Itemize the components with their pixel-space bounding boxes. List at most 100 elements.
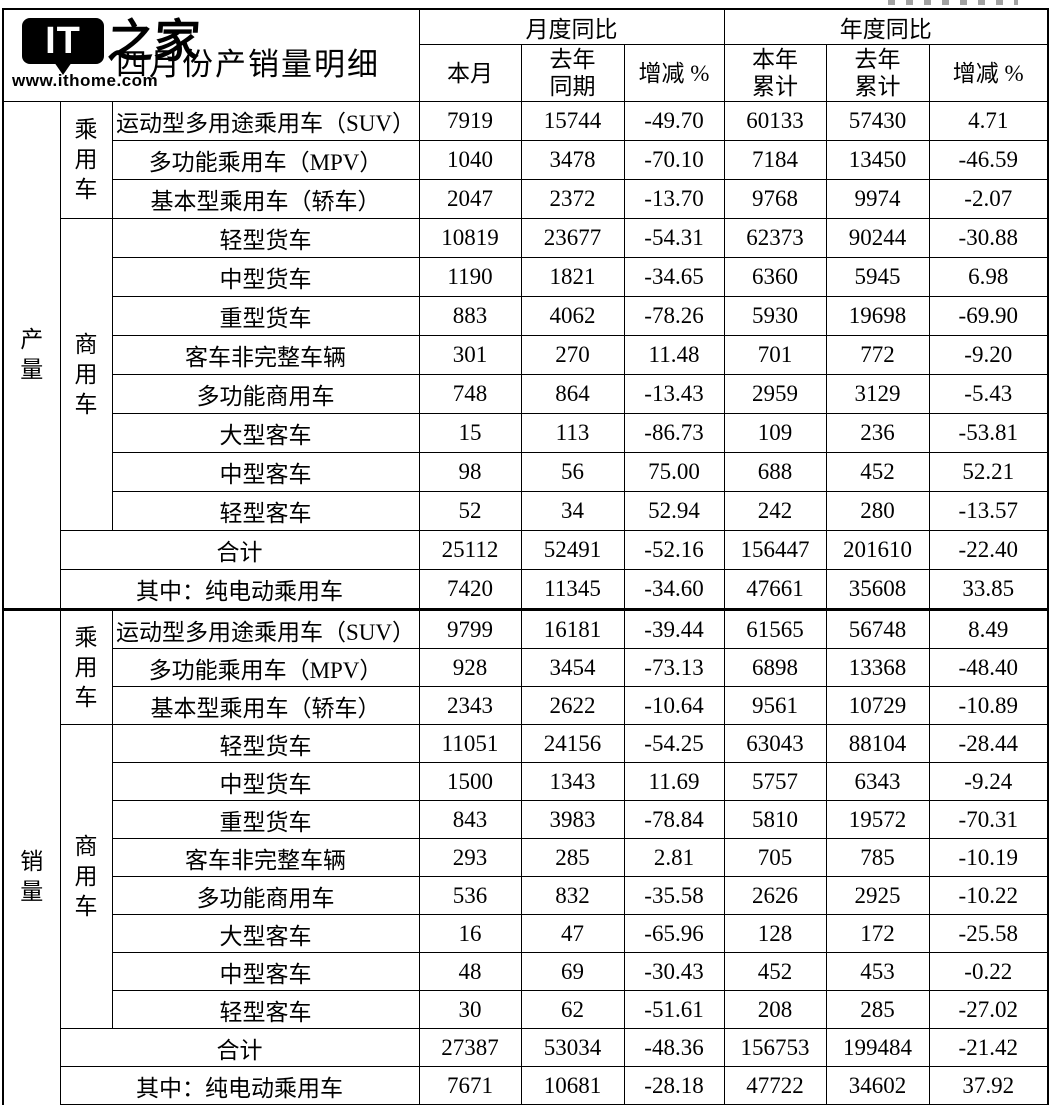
cell-value: 47661 [723,569,827,610]
cell-value: 236 [825,413,930,453]
cell-value: 52 [418,491,522,531]
cell-value: 1500 [418,762,522,801]
row-label: 轻型货车 [111,218,420,258]
table-row: 多功能商用车 748 864 -13.43 2959 3129 -5.43 [3,374,1049,414]
cell-value: 113 [520,413,625,453]
cell-value: -10.64 [623,686,725,725]
header-monthly-yoy: 月度同比 [418,8,725,45]
cell-value: 9561 [723,686,827,725]
cell-value: 25112 [418,530,522,570]
cell-value: -70.31 [928,800,1049,839]
cell-value: 7420 [418,569,522,610]
cell-value: -49.70 [623,101,725,141]
cell-value: 23677 [520,218,625,258]
cell-value: -39.44 [623,608,725,649]
cell-value: 2343 [418,686,522,725]
table-row: 中型货车 1500 1343 11.69 5757 6343 -9.24 [3,762,1049,801]
cell-value: 785 [825,838,930,877]
col-header-current-month: 本月 [418,44,522,102]
ev-subtotal-row: 其中：纯电动乘用车 7671 10681 -28.18 47722 34602 … [3,1066,1049,1105]
row-label: 轻型客车 [111,491,420,531]
row-label-ev: 其中：纯电动乘用车 [59,1066,420,1105]
section-label-sales: 销 量 [2,608,61,1105]
row-label: 客车非完整车辆 [111,335,420,375]
cell-value: 88104 [825,724,930,763]
row-label: 运动型多用途乘用车（SUV） [111,101,420,141]
cell-value: 63043 [723,724,827,763]
cell-value: 208 [723,990,827,1029]
cell-value: 5930 [723,296,827,336]
table-row: 商 用 车 轻型货车 11051 24156 -54.25 63043 8810… [3,724,1049,1029]
clipped-text-top-right [888,0,1018,5]
cell-value: 4.71 [928,101,1049,141]
cell-value: -10.22 [928,876,1049,915]
cell-value: 90244 [825,218,930,258]
ithome-logo-icon: IT [22,18,104,64]
row-label-total: 合计 [59,530,420,570]
row-label: 轻型客车 [111,990,420,1029]
cell-value: 2622 [520,686,625,725]
cell-value: 301 [418,335,522,375]
cell-value: 24156 [520,724,625,763]
cell-value: 883 [418,296,522,336]
row-label: 重型货车 [111,800,420,839]
cell-value: 7919 [418,101,522,141]
row-label: 大型客车 [111,413,420,453]
cell-value: 7184 [723,140,827,180]
cell-value: 27387 [418,1028,522,1067]
cell-value: 10729 [825,686,930,725]
table-row: 商 用 车 轻型货车 10819 23677 -54.31 62373 9024… [3,218,1049,531]
group-label-passenger: 乘 用 车 [59,608,113,725]
cell-value: -51.61 [623,990,725,1029]
row-label: 多功能乘用车（MPV） [111,648,420,687]
cell-value: 3454 [520,648,625,687]
row-label: 中型货车 [111,762,420,801]
col-header-last-year-period: 去年 同期 [520,44,625,102]
table-row: 客车非完整车辆 293 285 2.81 705 785 -10.19 [3,838,1049,877]
table-row: 中型货车 1190 1821 -34.65 6360 5945 6.98 [3,257,1049,297]
cell-value: -9.24 [928,762,1049,801]
cell-value: 48 [418,952,522,991]
cell-value: 15 [418,413,522,453]
cell-value: 56 [520,452,625,492]
cell-value: 2372 [520,179,625,219]
cell-value: -0.22 [928,952,1049,991]
ithome-logo-zhijia: 之家 [106,14,202,68]
cell-value: 62 [520,990,625,1029]
cell-value: 15744 [520,101,625,141]
cell-value: -70.10 [623,140,725,180]
cell-value: 701 [723,335,827,375]
cell-value: -65.96 [623,914,725,953]
cell-value: -73.13 [623,648,725,687]
cell-value: 156447 [723,530,827,570]
cell-value: 2.81 [623,838,725,877]
cell-value: 2925 [825,876,930,915]
cell-value: 285 [825,990,930,1029]
table-row: 重型货车 843 3983 -78.84 5810 19572 -70.31 [3,800,1049,839]
cell-value: -22.40 [928,530,1049,570]
cell-value: 688 [723,452,827,492]
cell-value: -78.84 [623,800,725,839]
cell-value: 536 [418,876,522,915]
cell-value: -10.19 [928,838,1049,877]
col-header-last-ytd: 去年 累计 [825,44,930,102]
table-row: 轻型客车 30 62 -51.61 208 285 -27.02 [3,990,1049,1029]
cell-value: 9799 [418,608,522,649]
cell-value: 109 [723,413,827,453]
table-row: 大型客车 16 47 -65.96 128 172 -25.58 [3,914,1049,953]
cell-value: -52.16 [623,530,725,570]
cell-value: 13450 [825,140,930,180]
cell-value: 98 [418,452,522,492]
title-cell: 四月份产销量明细 IT 之家 www.ithome.com [2,8,420,102]
cell-value: -34.60 [623,569,725,610]
row-label: 客车非完整车辆 [111,838,420,877]
cell-value: 452 [723,952,827,991]
page-title: 四月份产销量明细 [116,47,380,82]
cell-value: 772 [825,335,930,375]
cell-value: 10819 [418,218,522,258]
cell-value: 5945 [825,257,930,297]
cell-value: -21.42 [928,1028,1049,1067]
cell-value: 9974 [825,179,930,219]
row-label: 基本型乘用车（轿车） [111,686,420,725]
